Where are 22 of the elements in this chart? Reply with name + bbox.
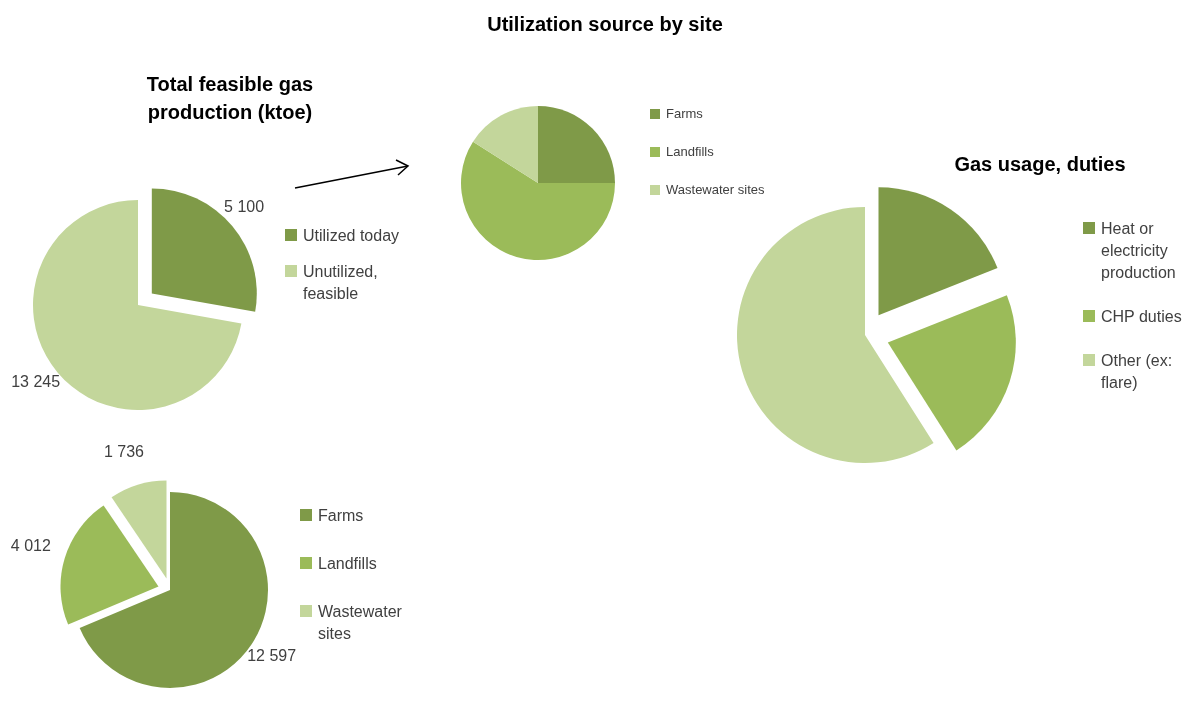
pie-slice <box>461 141 615 260</box>
legend-label: Wastewater sites <box>318 602 403 644</box>
data-label: 12 597 <box>247 647 297 665</box>
legend-label: Heat or electricity production <box>1101 219 1177 283</box>
legend-label: Unutilized, feasible <box>303 262 379 304</box>
legend-label: Farms <box>666 105 703 123</box>
legend-label: Wastewater sites <box>666 181 765 199</box>
legend-label: Utilized today <box>303 226 400 246</box>
chart-title: Gas usage, duties <box>953 152 1127 177</box>
data-label: 1 736 <box>103 442 145 460</box>
chart-title: Total feasible gas production (ktoe) <box>145 72 315 125</box>
chart-title: Utilization source by site <box>486 12 724 37</box>
data-label: 13 245 <box>11 373 61 391</box>
legend-label: Farms <box>318 506 364 526</box>
legend-label: CHP duties <box>1101 307 1182 327</box>
data-label: 5 100 <box>224 198 265 216</box>
legend-label: Landfills <box>666 143 714 161</box>
pie-slice <box>472 106 538 183</box>
legend-label: Other (ex: flare) <box>1101 351 1174 393</box>
data-label: 4 012 <box>10 536 51 554</box>
legend-label: Landfills <box>318 554 377 574</box>
pie-slice <box>538 106 615 183</box>
